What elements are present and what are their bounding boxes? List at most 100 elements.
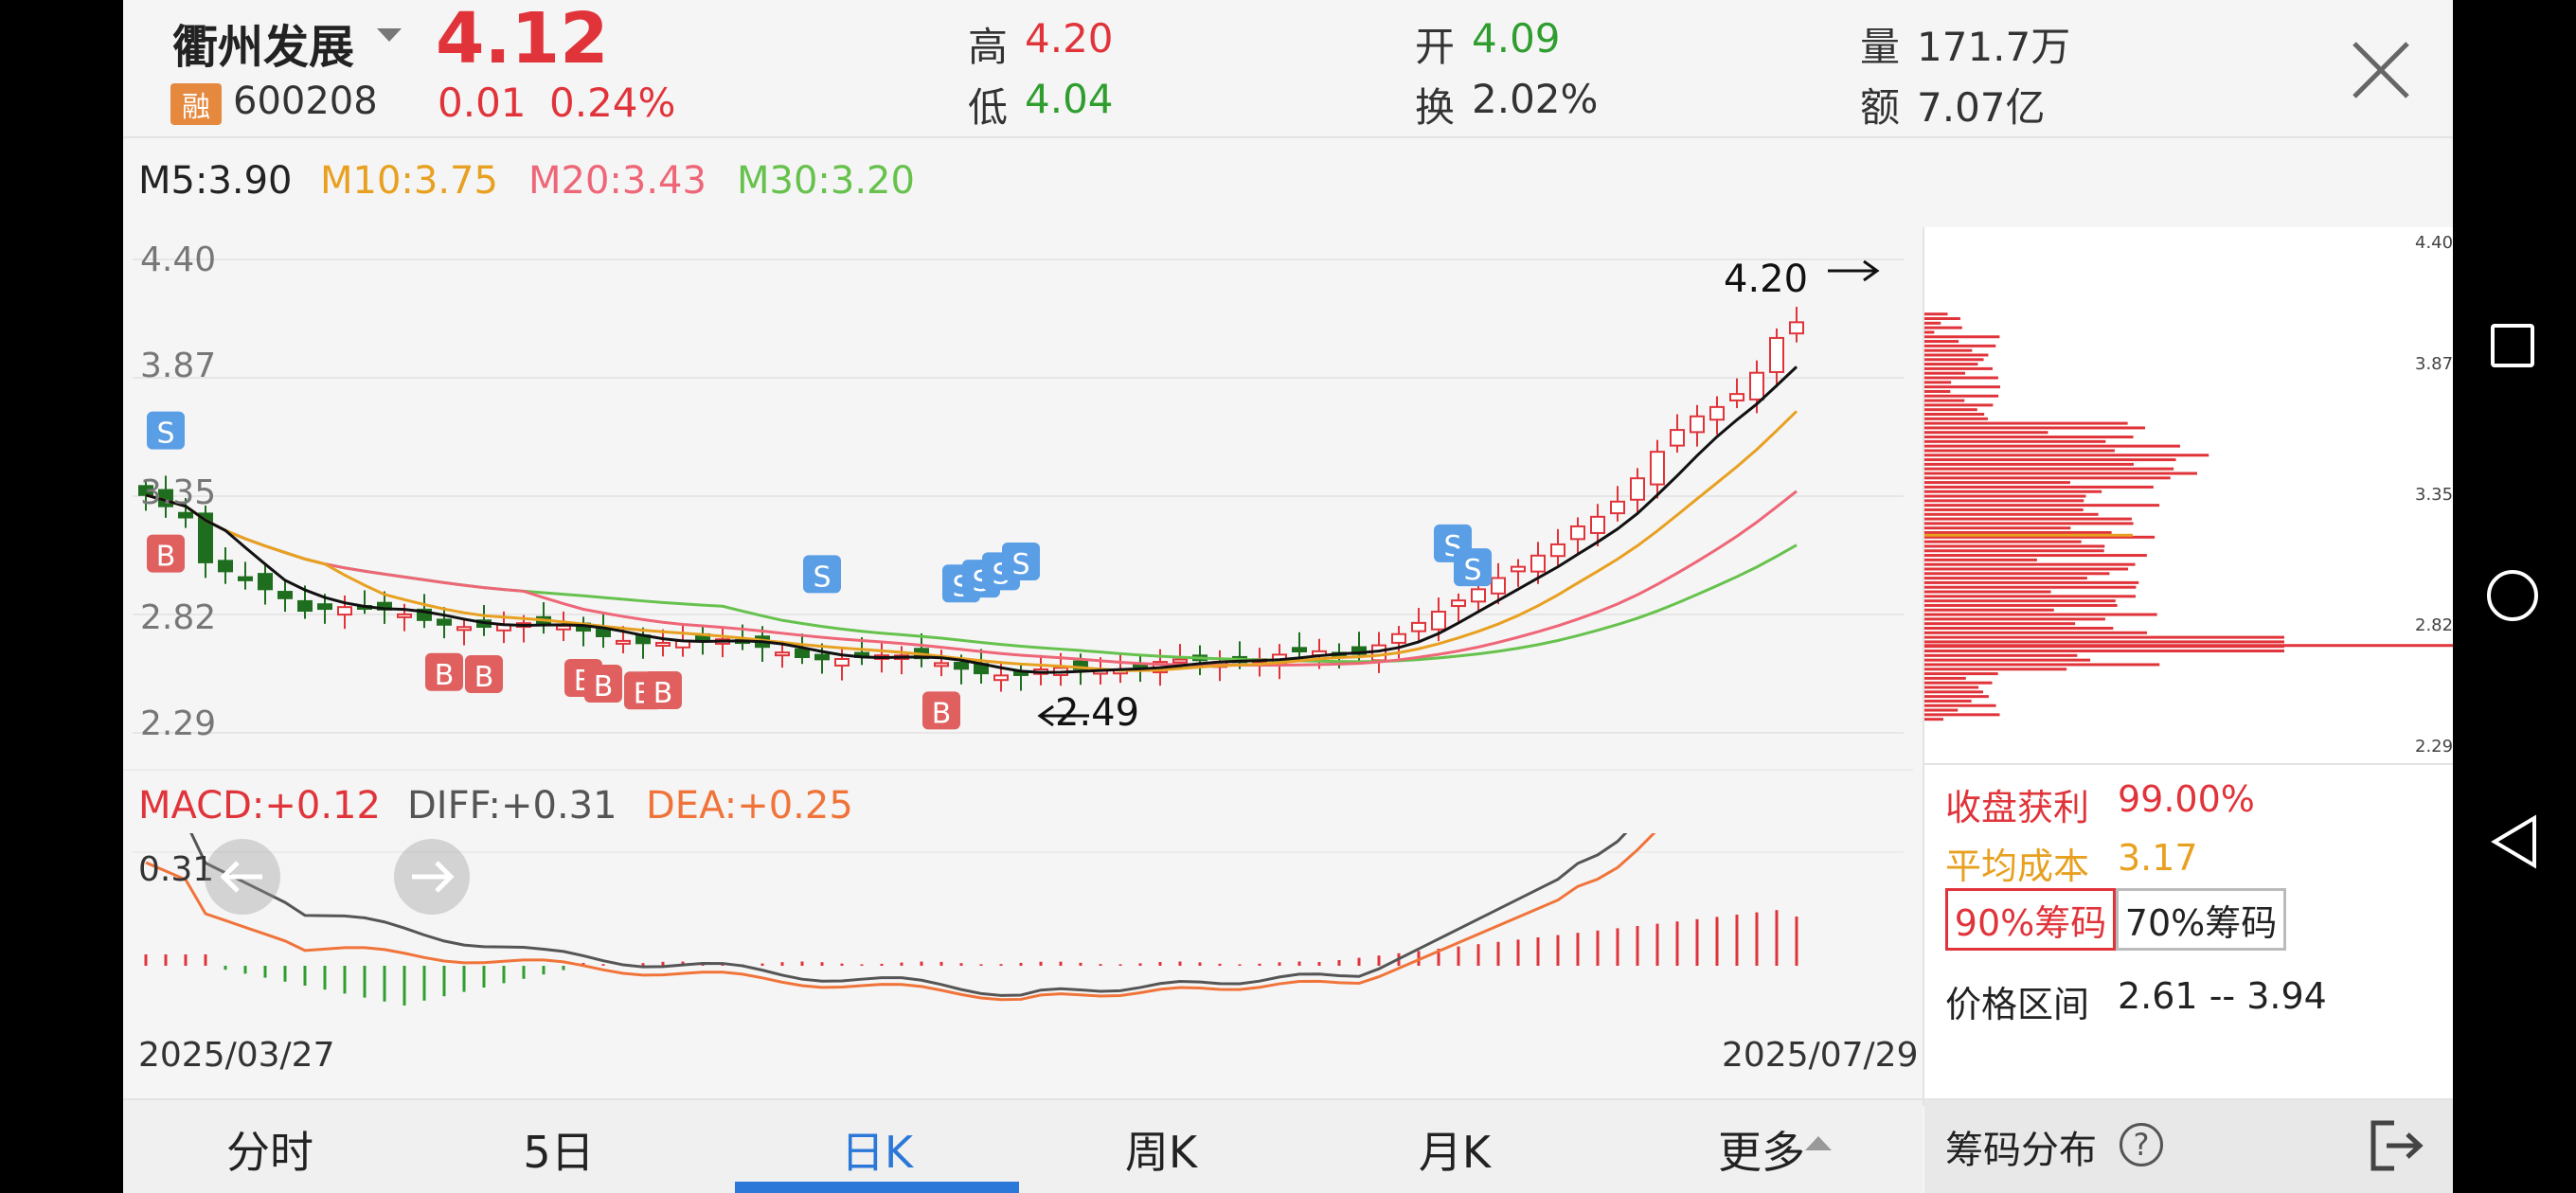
candle-up bbox=[456, 626, 472, 632]
chip-bar bbox=[1924, 458, 2176, 462]
chip-bar bbox=[1924, 585, 2137, 589]
sell-marker bbox=[1454, 548, 1492, 587]
candle-up bbox=[1491, 577, 1506, 595]
chip-bar bbox=[1924, 668, 2067, 671]
back-icon[interactable] bbox=[2489, 814, 2540, 869]
buy-marker-label: B bbox=[435, 659, 455, 692]
candle-down bbox=[198, 512, 213, 563]
candle-up bbox=[1550, 543, 1565, 558]
chip-bar bbox=[1924, 394, 1999, 398]
chip-70-button[interactable]: 70%筹码 bbox=[2116, 888, 2286, 951]
sell-marker bbox=[147, 411, 185, 450]
buy-marker bbox=[644, 671, 682, 710]
sell-marker bbox=[803, 555, 841, 594]
sell-marker bbox=[1002, 542, 1040, 580]
buy-marker-label: B bbox=[474, 661, 494, 694]
chip-bar bbox=[1924, 540, 2082, 543]
price-change-pct: 0.24% bbox=[549, 80, 676, 126]
chip-bar bbox=[1924, 436, 2134, 439]
home-icon[interactable] bbox=[2487, 570, 2538, 621]
high-value: 4.20 bbox=[1025, 15, 1114, 62]
chip-bar bbox=[1924, 371, 1966, 375]
chip-bar bbox=[1924, 444, 2180, 448]
chip-bar bbox=[1924, 326, 1962, 329]
low-value: 4.04 bbox=[1025, 76, 1114, 122]
chip-bar bbox=[1924, 549, 2104, 553]
chip-bar bbox=[1924, 631, 2147, 634]
sell-marker-label: S bbox=[1011, 548, 1029, 581]
tab-daily-k[interactable]: 日K bbox=[840, 1127, 914, 1178]
price-axis-label-0: 4.40 bbox=[140, 240, 217, 279]
candle-down bbox=[277, 591, 293, 599]
chip-distribution-tab[interactable]: 筹码分布 bbox=[1945, 1129, 2097, 1172]
buy-marker bbox=[584, 664, 622, 703]
chip-bar bbox=[1924, 695, 1989, 699]
macd-value: MACD:+0.12 bbox=[138, 784, 381, 828]
close-icon[interactable] bbox=[2351, 40, 2411, 100]
chip-bar bbox=[1924, 490, 2102, 493]
chip-bar bbox=[1924, 603, 2118, 607]
chip-axis-label-1: 3.87 bbox=[2415, 354, 2453, 374]
buy-marker-label: B bbox=[932, 697, 952, 730]
candle-up bbox=[1411, 621, 1426, 632]
system-nav-bar bbox=[2453, 0, 2576, 1193]
candle-up bbox=[616, 639, 631, 645]
sell-marker-label: S bbox=[156, 418, 174, 451]
chip-bar bbox=[1924, 562, 2136, 566]
chip-axis-label-0: 4.40 bbox=[2415, 233, 2453, 253]
m5-line bbox=[145, 365, 1798, 674]
price-axis-label-1: 3.87 bbox=[140, 347, 217, 385]
chip-bar bbox=[1924, 494, 2086, 498]
candle-up bbox=[1670, 429, 1685, 447]
candle-down bbox=[317, 603, 332, 611]
recent-apps-icon[interactable] bbox=[2491, 324, 2534, 367]
chip-bar bbox=[1924, 635, 2284, 639]
high-marker-label: 4.20 bbox=[1724, 258, 1809, 301]
tab-minute[interactable]: 分时 bbox=[226, 1127, 313, 1178]
chip-bar bbox=[1924, 595, 2137, 598]
scroll-right-button[interactable] bbox=[394, 839, 470, 915]
tab-bar bbox=[123, 1098, 1923, 1193]
candle-up bbox=[1690, 415, 1705, 434]
chip-bar bbox=[1924, 699, 1972, 703]
chip-bar bbox=[1924, 590, 2051, 594]
tab-weekly-k[interactable]: 周K bbox=[1124, 1127, 1198, 1178]
candle-down bbox=[814, 653, 830, 661]
candle-up bbox=[1431, 611, 1446, 631]
candle-down bbox=[178, 511, 193, 519]
active-tab-indicator bbox=[735, 1182, 1019, 1193]
chip-bar bbox=[1924, 312, 1948, 316]
chevron-down-icon[interactable] bbox=[377, 28, 402, 42]
candle-down bbox=[417, 608, 432, 621]
chip-bar bbox=[1924, 617, 2105, 621]
low-marker-label: 2.49 bbox=[1055, 691, 1140, 735]
help-icon[interactable]: ? bbox=[2120, 1123, 2163, 1166]
candle-down bbox=[437, 618, 452, 626]
chip-bar bbox=[1924, 544, 2105, 548]
stock-name[interactable]: 衢州发展 bbox=[172, 21, 355, 74]
scroll-left-button[interactable] bbox=[205, 839, 280, 915]
candle-up bbox=[1729, 393, 1744, 401]
chip-bar bbox=[1924, 467, 2174, 471]
chip-bar bbox=[1924, 535, 2156, 539]
tab-monthly-k[interactable]: 月K bbox=[1418, 1127, 1492, 1178]
price-axis-label-4: 2.29 bbox=[140, 704, 217, 743]
candle-up bbox=[1610, 500, 1625, 515]
candle-up bbox=[1391, 632, 1406, 644]
amount-value: 7.07亿 bbox=[1917, 84, 2046, 131]
chip-bar bbox=[1924, 690, 1983, 694]
exit-icon[interactable] bbox=[2366, 1117, 2426, 1174]
tab-more[interactable]: 更多 bbox=[1718, 1127, 1805, 1178]
chip-bar bbox=[1924, 676, 1966, 680]
chevron-up-icon[interactable] bbox=[1805, 1136, 1832, 1150]
tab-5day[interactable]: 5日 bbox=[523, 1127, 595, 1178]
chip-bar bbox=[1924, 558, 2037, 561]
chip-90-button[interactable]: 90%筹码 bbox=[1945, 888, 2116, 951]
chip-bar bbox=[1924, 417, 1988, 420]
chip-bar bbox=[1924, 658, 2091, 662]
chip-bar bbox=[1924, 385, 2000, 389]
chip-axis-label-3: 2.82 bbox=[2415, 615, 2453, 635]
chip-bar bbox=[1924, 531, 2112, 535]
candle-up bbox=[1590, 515, 1605, 534]
